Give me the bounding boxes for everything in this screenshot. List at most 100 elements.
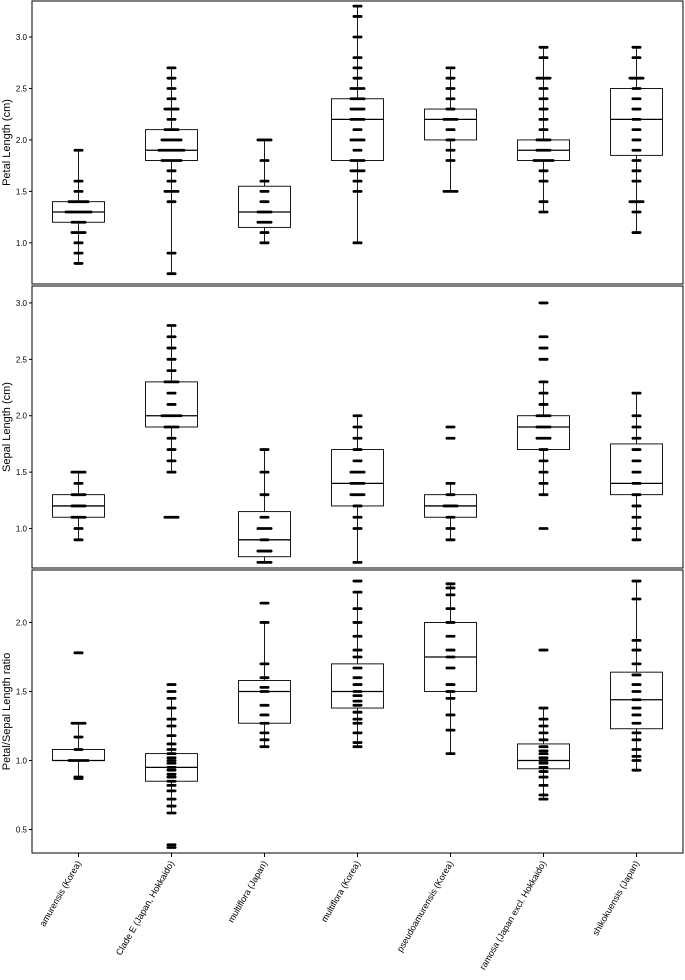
data-point	[631, 470, 642, 474]
data-point	[166, 272, 177, 276]
data-point	[352, 745, 363, 749]
data-point	[166, 459, 177, 463]
data-point	[535, 414, 552, 418]
data-point	[73, 651, 84, 655]
data-point	[631, 538, 642, 542]
data-point	[631, 138, 642, 142]
data-point	[352, 425, 363, 429]
data-point	[352, 448, 363, 451]
data-point	[445, 97, 456, 101]
data-point	[538, 301, 549, 305]
data-point	[166, 683, 177, 686]
data-point	[73, 148, 84, 152]
data-point	[352, 459, 363, 463]
data-point	[70, 721, 87, 725]
data-point	[157, 148, 186, 152]
data-point	[352, 76, 363, 80]
data-point	[445, 138, 456, 142]
data-point	[256, 210, 273, 214]
data-point	[631, 493, 642, 497]
data-point	[631, 768, 642, 772]
box-4	[331, 4, 384, 245]
data-point	[631, 159, 642, 162]
data-point	[349, 117, 366, 121]
data-point	[163, 515, 180, 519]
data-point	[163, 425, 180, 429]
data-point	[352, 515, 363, 519]
data-point	[538, 749, 549, 753]
data-point	[259, 231, 270, 234]
data-point	[538, 724, 549, 728]
data-point	[166, 724, 177, 728]
data-point	[538, 766, 549, 769]
data-point	[352, 179, 363, 183]
data-point	[166, 797, 177, 801]
data-point	[349, 169, 366, 173]
box-6	[517, 45, 570, 214]
data-point	[166, 779, 177, 783]
data-point	[445, 582, 456, 586]
data-point	[166, 324, 177, 327]
data-point	[631, 448, 642, 451]
data-point	[352, 721, 363, 725]
data-point	[352, 241, 363, 245]
data-point	[538, 482, 549, 485]
data-point	[538, 380, 549, 384]
iqr-box	[610, 443, 663, 496]
data-point	[538, 793, 549, 797]
data-point	[535, 76, 552, 80]
panel-frame	[31, 285, 684, 569]
data-point	[259, 676, 270, 680]
data-point	[349, 482, 366, 485]
data-point	[538, 169, 549, 173]
data-point	[73, 527, 84, 530]
data-point	[352, 666, 363, 670]
data-point	[73, 538, 84, 542]
data-point	[442, 504, 459, 508]
data-point	[166, 448, 177, 451]
data-point	[352, 579, 363, 583]
data-point	[166, 811, 177, 815]
data-point	[166, 179, 177, 183]
data-point	[73, 482, 84, 485]
data-point	[166, 846, 177, 849]
data-point	[538, 87, 549, 90]
data-point	[166, 335, 177, 339]
box-5	[424, 66, 477, 193]
data-point	[445, 66, 456, 70]
data-point	[445, 752, 456, 756]
box-2	[145, 66, 198, 276]
box-7	[610, 579, 663, 772]
data-point	[445, 593, 456, 597]
data-point	[538, 738, 549, 742]
data-point	[352, 731, 363, 735]
data-point	[532, 159, 555, 162]
y-tick-label: 3.0	[16, 33, 28, 42]
data-point	[166, 759, 177, 762]
data-point	[352, 699, 363, 703]
data-point	[445, 425, 456, 429]
data-point	[349, 87, 366, 90]
data-point	[163, 380, 180, 384]
iqr-box	[331, 663, 384, 709]
data-point	[166, 169, 177, 173]
box-7	[610, 45, 663, 234]
data-point	[163, 128, 180, 132]
data-point	[535, 425, 552, 429]
data-point	[256, 527, 273, 530]
box-5	[424, 582, 477, 756]
data-point	[166, 734, 177, 738]
data-point	[259, 200, 270, 204]
x-category-label: multiflora (Japan)	[226, 859, 269, 924]
x-category-label: amurensis (Korea)	[38, 859, 84, 928]
data-point	[538, 706, 549, 710]
data-point	[166, 748, 177, 751]
data-point	[352, 148, 363, 152]
data-point	[70, 515, 87, 519]
data-point	[628, 76, 645, 80]
y-tick-label: 1.0	[16, 525, 28, 534]
data-point	[259, 685, 270, 689]
data-point	[631, 87, 642, 90]
data-point	[538, 391, 549, 395]
data-point	[631, 515, 642, 519]
